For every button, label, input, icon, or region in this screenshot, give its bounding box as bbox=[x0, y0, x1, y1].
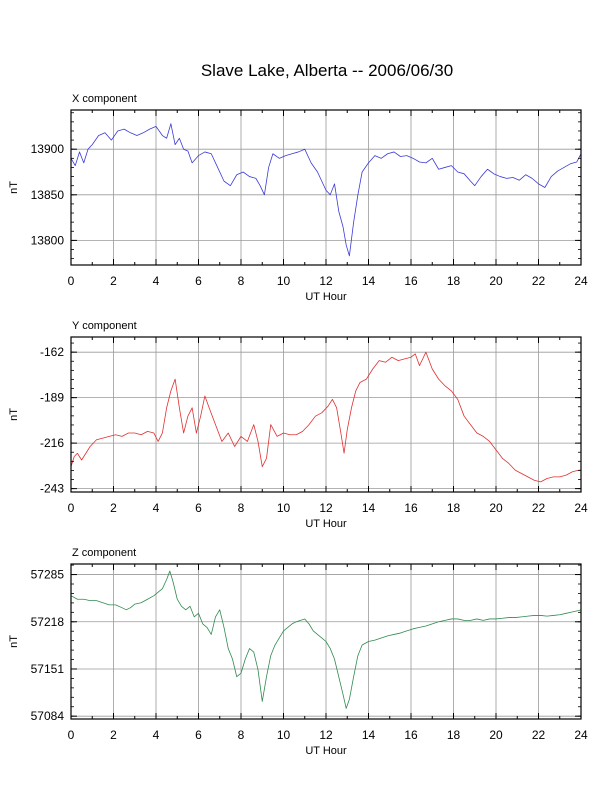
x-tick-label: 18 bbox=[447, 274, 461, 288]
x-tick-label: 22 bbox=[532, 501, 546, 515]
x-tick-label: 24 bbox=[574, 501, 588, 515]
y-tick-label: 13800 bbox=[31, 233, 65, 247]
x-component-grid bbox=[71, 110, 581, 265]
y-tick-label: 57151 bbox=[31, 662, 65, 676]
x-tick-label: 4 bbox=[153, 501, 160, 515]
x-tick-label: 0 bbox=[68, 728, 75, 742]
x-tick-label: 10 bbox=[277, 274, 291, 288]
x-tick-label: 18 bbox=[447, 501, 461, 515]
x-tick-label: 22 bbox=[532, 274, 546, 288]
y-component-series-line bbox=[70, 351, 581, 483]
figure-title: Slave Lake, Alberta -- 2006/06/30 bbox=[201, 61, 453, 80]
x-tick-label: 24 bbox=[574, 274, 588, 288]
x-tick-label: 18 bbox=[447, 728, 461, 742]
y-tick-label: -216 bbox=[40, 436, 64, 450]
x-tick-label: 2 bbox=[110, 274, 117, 288]
x-tick-label: 12 bbox=[319, 274, 333, 288]
x-tick-label: 14 bbox=[362, 274, 376, 288]
z-component-xlabel: UT Hour bbox=[305, 745, 347, 757]
x-tick-label: 2 bbox=[110, 501, 117, 515]
x-component-ylabel: nT bbox=[8, 181, 20, 194]
x-tick-label: 2 bbox=[110, 728, 117, 742]
y-tick-label: 13850 bbox=[31, 188, 65, 202]
x-tick-label: 14 bbox=[362, 728, 376, 742]
x-tick-label: 0 bbox=[68, 274, 75, 288]
x-tick-label: 22 bbox=[532, 728, 546, 742]
y-tick-label: 13900 bbox=[31, 142, 65, 156]
x-tick-label: 4 bbox=[153, 728, 160, 742]
x-tick-label: 20 bbox=[489, 501, 503, 515]
x-tick-label: 4 bbox=[153, 274, 160, 288]
x-tick-label: 10 bbox=[277, 728, 291, 742]
x-tick-label: 16 bbox=[404, 728, 418, 742]
x-tick-label: 20 bbox=[489, 728, 503, 742]
y-component-xlabel: UT Hour bbox=[305, 518, 347, 530]
x-component-label: X component bbox=[72, 93, 137, 105]
z-component-label: Z component bbox=[72, 547, 136, 559]
x-tick-label: 8 bbox=[238, 274, 245, 288]
y-tick-label: 57285 bbox=[31, 568, 65, 582]
x-tick-label: 10 bbox=[277, 501, 291, 515]
y-tick-label: 57084 bbox=[31, 709, 65, 723]
x-tick-label: 12 bbox=[319, 501, 333, 515]
x-tick-label: 24 bbox=[574, 728, 588, 742]
y-component-label: Y component bbox=[72, 320, 137, 332]
x-tick-label: 12 bbox=[319, 728, 333, 742]
x-tick-label: 6 bbox=[195, 728, 202, 742]
x-tick-label: 20 bbox=[489, 274, 503, 288]
x-tick-label: 0 bbox=[68, 501, 75, 515]
y-tick-label: 57218 bbox=[31, 615, 65, 629]
x-tick-label: 14 bbox=[362, 501, 376, 515]
x-tick-label: 16 bbox=[404, 501, 418, 515]
x-tick-label: 6 bbox=[195, 501, 202, 515]
x-tick-label: 6 bbox=[195, 274, 202, 288]
y-tick-label: -243 bbox=[40, 482, 64, 496]
x-tick-label: 16 bbox=[404, 274, 418, 288]
z-component-series-line bbox=[70, 570, 582, 709]
y-tick-label: -189 bbox=[40, 391, 64, 405]
y-component-ticks: 0 2 4 6 8 10 12 14 16 18 20 22 24-243-216-189-162 bbox=[40, 337, 588, 515]
x-tick-label: 8 bbox=[238, 501, 245, 515]
z-component-ylabel: nT bbox=[8, 635, 20, 648]
z-component-ticks: 0 2 4 6 8 10 12 14 16 18 20 22 245708457151572185728… bbox=[31, 564, 588, 742]
x-component-xlabel: UT Hour bbox=[305, 291, 347, 303]
x-component-series-line bbox=[70, 123, 582, 257]
y-tick-label: -162 bbox=[40, 345, 64, 359]
y-component-ylabel: nT bbox=[8, 408, 20, 421]
x-tick-label: 8 bbox=[238, 728, 245, 742]
y-component-grid bbox=[71, 337, 581, 492]
